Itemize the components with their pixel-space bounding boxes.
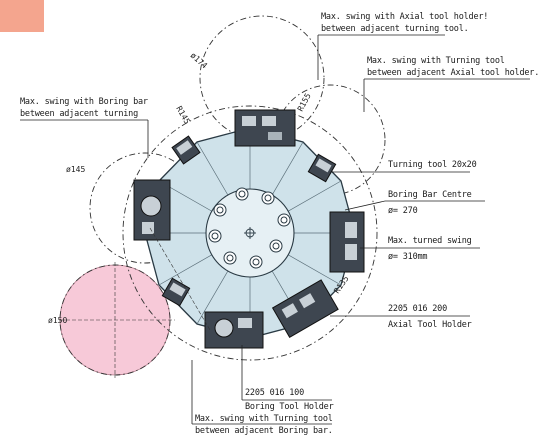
dim-d174: ø174 (189, 51, 209, 71)
label-axial-holder-2: Axial Tool Holder (388, 320, 472, 330)
dim-r145: R145 (174, 105, 192, 126)
center-crosshair (244, 227, 256, 239)
top-axial-holder (234, 109, 296, 147)
bolt-holes (208, 187, 291, 269)
label-boring-holder-1: 2205 016 100 (245, 388, 305, 398)
label-boring-centre-2: ø= 270 (388, 206, 418, 216)
label-axial-holder-swing-1: Max. swing with Axial tool holder! (321, 12, 489, 22)
label-turned-swing-2: ø= 310mm (388, 252, 428, 262)
label-turning-swing-boring-1: Max. swing with Turning tool (195, 414, 333, 424)
small-tool-right (307, 153, 337, 183)
leader-lines (20, 34, 530, 425)
dim-d150: ø150 (48, 316, 67, 325)
label-turning-swing-boring-2: between adjacent Boring bar. (195, 426, 333, 436)
bottom-boring-holder (204, 311, 264, 349)
label-turning-swing-axial-2: between adjacent Axial tool holder. (367, 68, 540, 78)
label-axial-holder-swing-2: between adjacent turning tool. (321, 24, 469, 34)
label-turning-swing-axial-1: Max. swing with Turning tool (367, 56, 505, 66)
label-axial-holder-1: 2205 016 200 (388, 304, 448, 314)
left-boring-holder (133, 179, 171, 241)
tool-holders (133, 109, 365, 349)
label-boring-holder-2: Boring Tool Holder (245, 402, 334, 412)
small-tool-bottom-left (161, 277, 191, 307)
swing-circle-turned (122, 105, 378, 361)
right-boring-holder (329, 211, 365, 273)
centre-lines (60, 227, 211, 378)
label-boring-swing-2: between adjacent turning (20, 109, 139, 119)
label-turned-swing-1: Max. turned swing (388, 236, 472, 246)
corner-color-tag (0, 0, 44, 32)
bottom-right-axial-holder (271, 279, 339, 339)
label-turning-tool: Turning tool 20x20 (388, 160, 477, 170)
small-tool-top-left (171, 135, 201, 165)
dim-d145: ø145 (66, 165, 85, 174)
label-boring-swing-1: Max. swing with Boring bar (20, 97, 148, 107)
label-boring-centre-1: Boring Bar Centre (388, 190, 472, 200)
